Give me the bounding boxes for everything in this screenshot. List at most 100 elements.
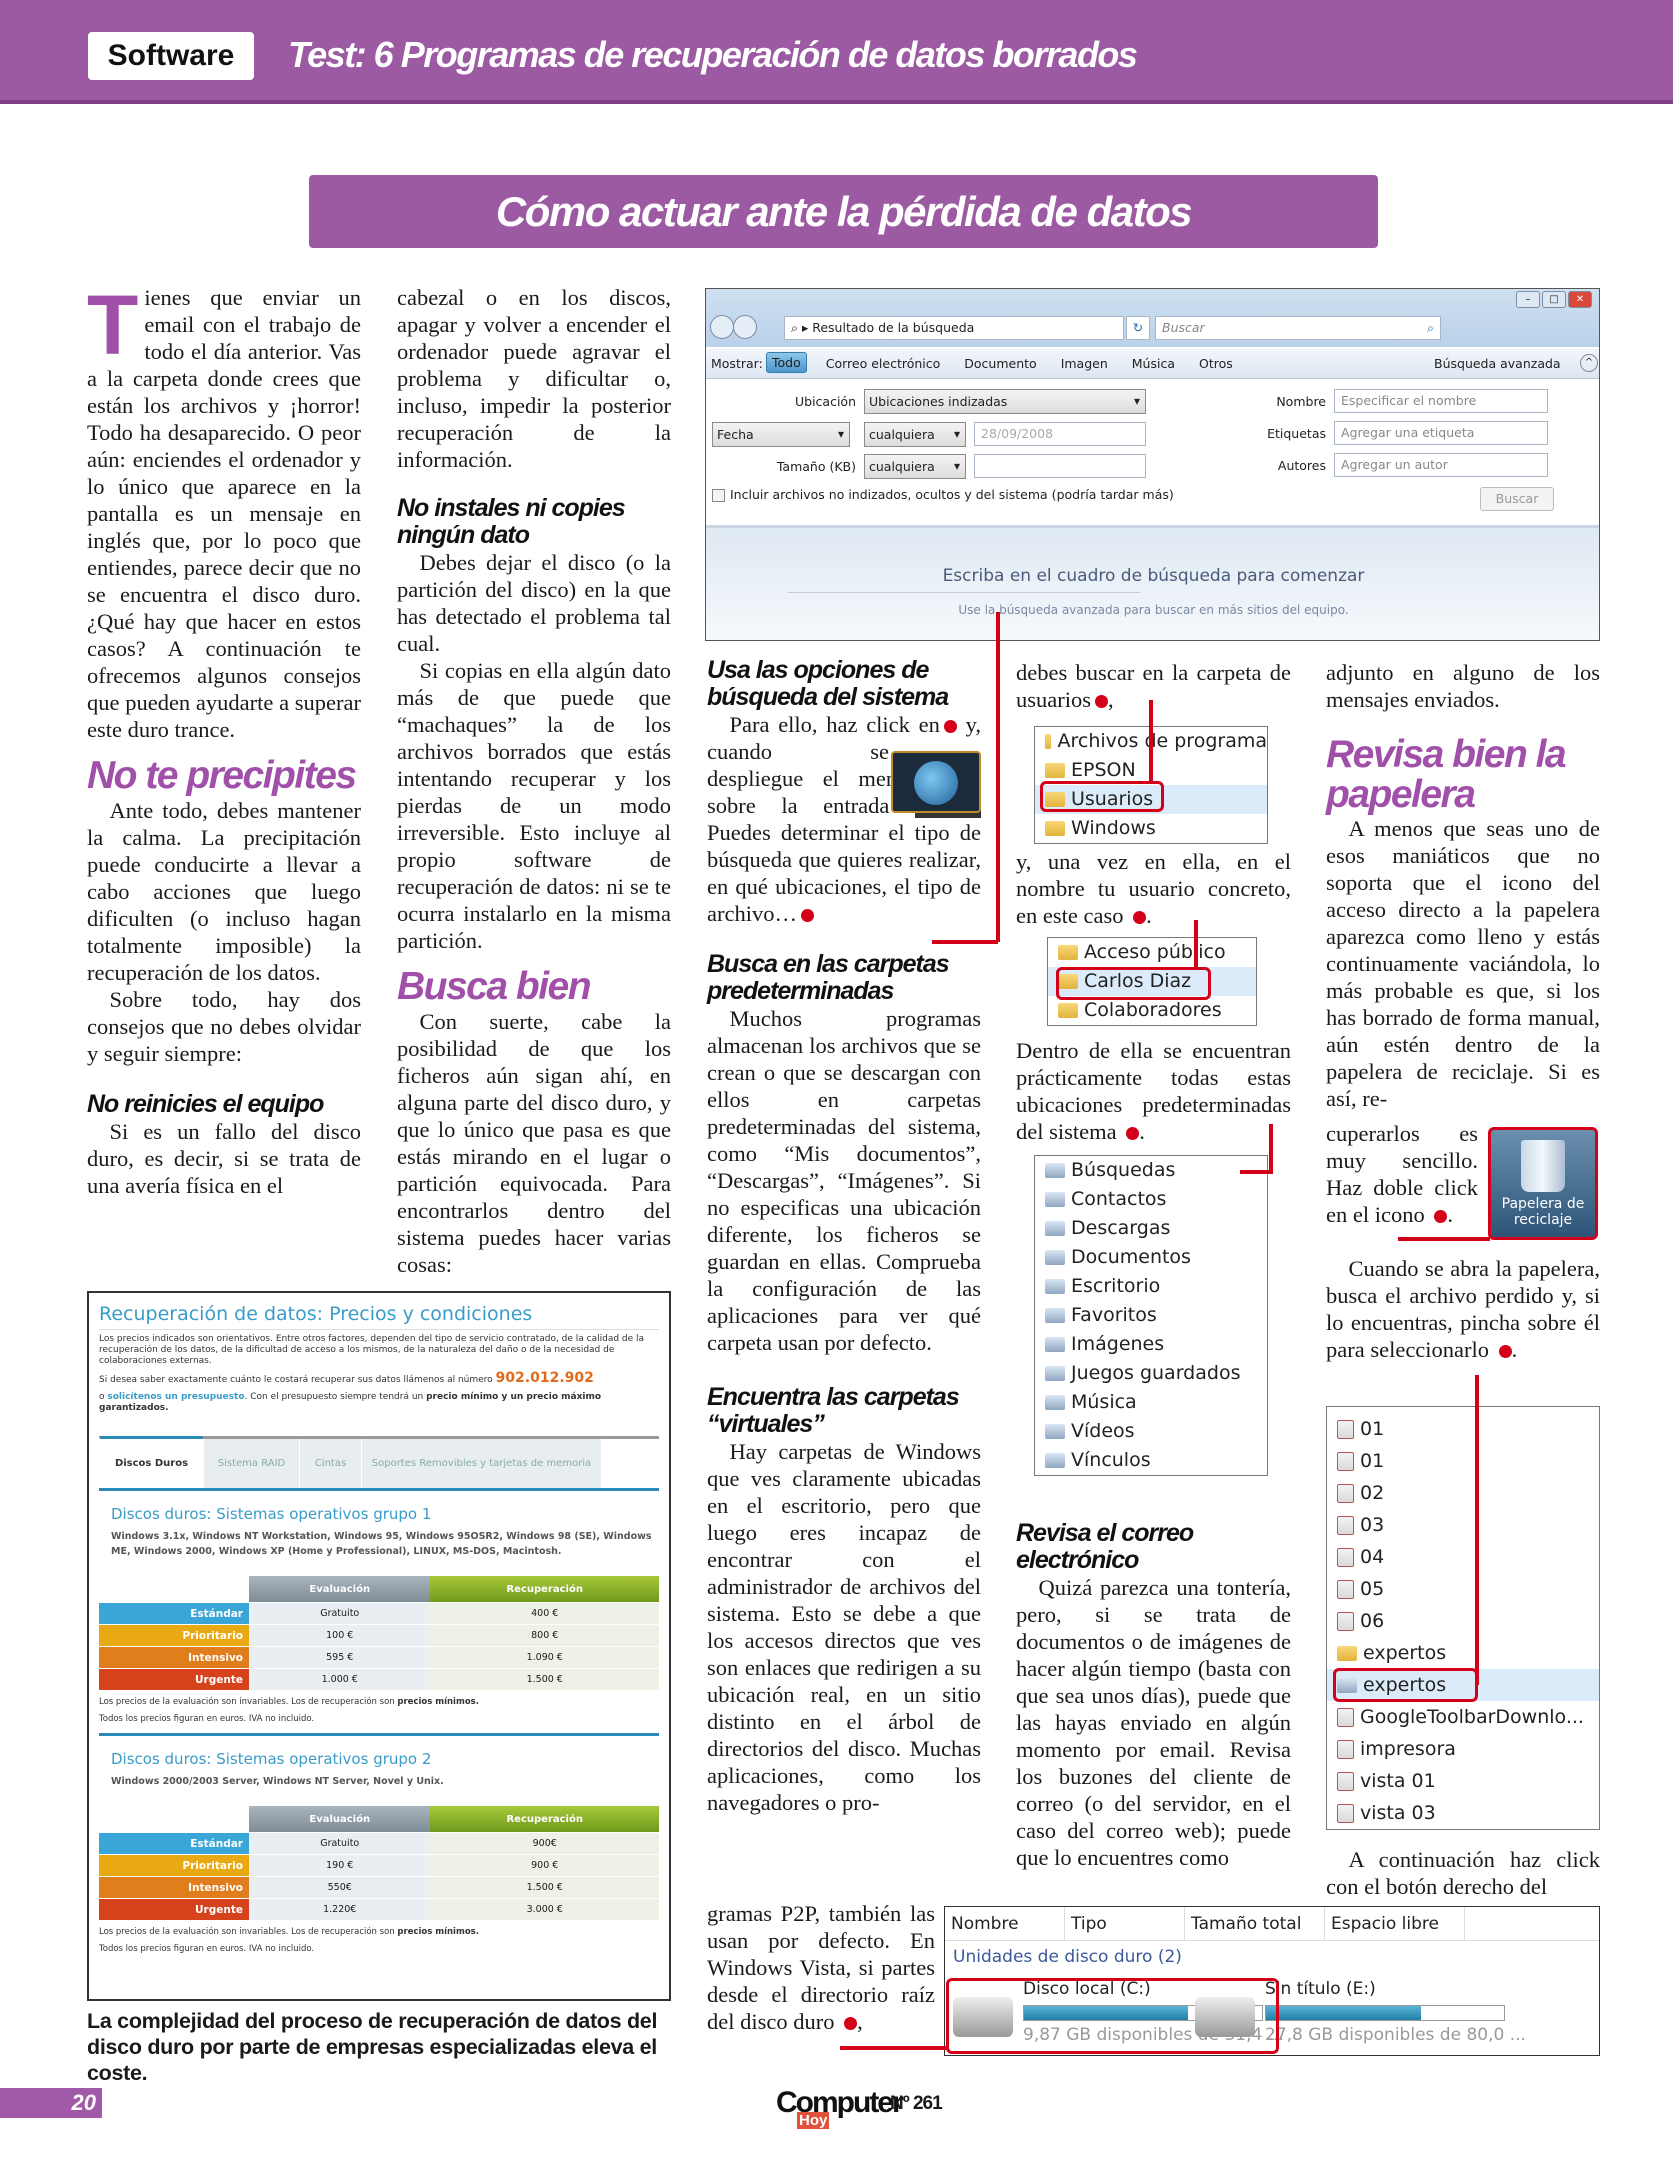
folder-item[interactable]: Documentos <box>1035 1243 1267 1272</box>
price-cell: 190 € <box>249 1855 431 1876</box>
quote-link[interactable]: solicítenos un presupuesto <box>107 1392 245 1402</box>
recycle-file-item[interactable]: GoogleToolbarDownlo... <box>1327 1701 1599 1733</box>
filter-música[interactable]: Música <box>1131 356 1175 371</box>
folder-item[interactable]: Windows <box>1035 814 1267 843</box>
recycle-file-item[interactable]: 06 <box>1327 1605 1599 1637</box>
note-text: Los precios de la evaluación son invaria… <box>99 1927 395 1937</box>
folder-icon <box>1045 1163 1065 1178</box>
close-icon[interactable]: ✕ <box>1568 291 1592 308</box>
price-cell: 1.090 € <box>430 1647 659 1668</box>
tab-2[interactable]: Cintas <box>299 1439 361 1488</box>
size-operator-dropdown[interactable]: cualquiera <box>864 454 966 479</box>
column-5-narrow: cuperarlos es muy sencillo. Haz doble cl… <box>1326 1120 1478 1228</box>
recycle-file-item[interactable]: impresora <box>1327 1733 1599 1765</box>
folder-item[interactable]: EPSON <box>1035 756 1267 785</box>
folder-item[interactable]: Acceso público <box>1048 938 1256 967</box>
search-input[interactable]: Buscar ⌕ <box>1155 316 1441 340</box>
folder-item[interactable]: Escritorio <box>1035 1272 1267 1301</box>
recycle-file-item[interactable]: vista 01 <box>1327 1765 1599 1797</box>
date-field-dropdown[interactable]: Fecha <box>712 422 850 447</box>
authors-input[interactable]: Agregar un autor <box>1334 453 1548 477</box>
paragraph: Debes dejar el disco (o la partición del… <box>397 550 671 656</box>
filter-imagen[interactable]: Imagen <box>1060 356 1108 371</box>
name-input[interactable]: Especificar el nombre <box>1334 389 1548 413</box>
folder-item[interactable]: Imágenes <box>1035 1330 1267 1359</box>
folder-item[interactable]: Música <box>1035 1388 1267 1417</box>
paragraph: Hay carpetas de Windows que ves claramen… <box>707 1439 981 1815</box>
tab-1[interactable]: Sistema RAID <box>203 1439 299 1488</box>
column-header-3[interactable]: Espacio libre <box>1325 1907 1465 1940</box>
date-input[interactable]: 28/09/2008 <box>974 422 1146 446</box>
filter-otros[interactable]: Otros <box>1199 356 1233 371</box>
filter-documento[interactable]: Documento <box>964 356 1037 371</box>
date-operator-dropdown[interactable]: cualquiera <box>864 422 966 447</box>
or-text: o <box>99 1392 105 1402</box>
recycle-file-item[interactable]: expertos <box>1327 1637 1599 1669</box>
refresh-icon[interactable]: ↻ <box>1126 316 1150 340</box>
filter-correo-electrónico[interactable]: Correo electrónico <box>825 356 941 371</box>
file-icon <box>1337 1579 1354 1599</box>
maximize-icon[interactable]: □ <box>1542 291 1566 308</box>
callout-line <box>840 2046 947 2050</box>
folder-item[interactable]: Juegos guardados <box>1035 1359 1267 1388</box>
size-input[interactable] <box>974 454 1146 478</box>
punct: . <box>1511 1337 1518 1362</box>
price-groups: Discos duros: Sistemas operativos grupo … <box>99 1505 659 1955</box>
search-button[interactable]: Buscar <box>1480 487 1554 511</box>
folder-item[interactable]: Carlos Diaz <box>1048 967 1256 996</box>
column-header-2[interactable]: Tamaño total <box>1185 1907 1325 1940</box>
back-icon[interactable] <box>710 315 734 339</box>
tags-placeholder: Agregar una etiqueta <box>1341 425 1475 440</box>
paragraph-text: debes buscar en la carpeta de usuarios <box>1016 660 1291 712</box>
column-2: cabezal o en los discos, apagar y volver… <box>397 284 671 1278</box>
recycle-file-item[interactable]: 05 <box>1327 1573 1599 1605</box>
paragraph-text: Para ello, haz click en <box>729 712 940 737</box>
price-cell: Estándar <box>99 1603 249 1624</box>
filter-todo[interactable]: Todo <box>766 352 807 373</box>
paragraph-text: Dentro de ella se encuentran prácticamen… <box>1016 1038 1291 1144</box>
forward-icon[interactable] <box>733 315 757 339</box>
folder-item[interactable]: Contactos <box>1035 1185 1267 1214</box>
column-header: Evaluación <box>249 1806 431 1832</box>
hard-drive-icon <box>1195 1997 1255 2037</box>
advanced-search-button[interactable]: Búsqueda avanzada <box>1434 356 1561 371</box>
folder-item[interactable]: Archivos de programa <box>1035 727 1267 756</box>
paragraph: Si copias en ella algún dato más de que … <box>397 658 671 953</box>
location-dropdown[interactable]: Ubicaciones indizadas <box>864 389 1146 414</box>
recycle-file-item[interactable]: expertos <box>1327 1669 1599 1701</box>
folder-item[interactable]: Descargas <box>1035 1214 1267 1243</box>
tags-input[interactable]: Agregar una etiqueta <box>1334 421 1548 445</box>
recycle-file-item[interactable]: 04 <box>1327 1541 1599 1573</box>
address-bar[interactable]: ⌕ ▸ Resultado de la búsqueda <box>784 316 1124 340</box>
folder-icon <box>1045 1192 1065 1207</box>
price-cell: Gratuito <box>249 1603 431 1624</box>
recycle-file-item[interactable]: vista 03 <box>1327 1797 1599 1829</box>
callout-dot <box>1133 911 1147 925</box>
folder-item[interactable]: Vídeos <box>1035 1417 1267 1446</box>
folder-item[interactable]: Colaboradores <box>1048 996 1256 1025</box>
recycle-file-item[interactable]: 03 <box>1327 1509 1599 1541</box>
folder-name: Imágenes <box>1071 1333 1165 1355</box>
column-header-0[interactable]: Nombre <box>945 1907 1065 1940</box>
minimize-icon[interactable]: – <box>1516 291 1540 308</box>
folder-item[interactable]: Favoritos <box>1035 1301 1267 1330</box>
chevron-up-icon[interactable]: ^ <box>1580 354 1598 372</box>
tab-0[interactable]: Discos Duros <box>99 1436 203 1488</box>
recycle-bin-icon[interactable]: Papelera de reciclaje <box>1488 1127 1598 1240</box>
price-cell: 900€ <box>430 1833 659 1854</box>
recycle-file-item[interactable]: 01 <box>1327 1445 1599 1477</box>
tab-3[interactable]: Soportes Removibles y tarjetas de memori… <box>361 1439 601 1488</box>
include-checkbox[interactable] <box>712 489 725 502</box>
recycle-file-item[interactable]: 02 <box>1327 1477 1599 1509</box>
folder-item[interactable]: Búsquedas <box>1035 1156 1267 1185</box>
price-cell: 1.220€ <box>249 1899 431 1920</box>
folder-icon <box>1337 1645 1357 1661</box>
file-name: 04 <box>1360 1545 1385 1568</box>
file-icon <box>1337 1771 1354 1791</box>
column-header-1[interactable]: Tipo <box>1065 1907 1185 1940</box>
drive-item[interactable]: Disco local (C:) 9,87 GB disponibles de 3… <box>953 1979 1333 2051</box>
drive-item[interactable]: Sin título (E:) 27,8 GB disponibles de 80… <box>1195 1979 1575 2051</box>
recycle-file-item[interactable]: 01 <box>1327 1413 1599 1445</box>
folder-item[interactable]: Vínculos <box>1035 1446 1267 1475</box>
